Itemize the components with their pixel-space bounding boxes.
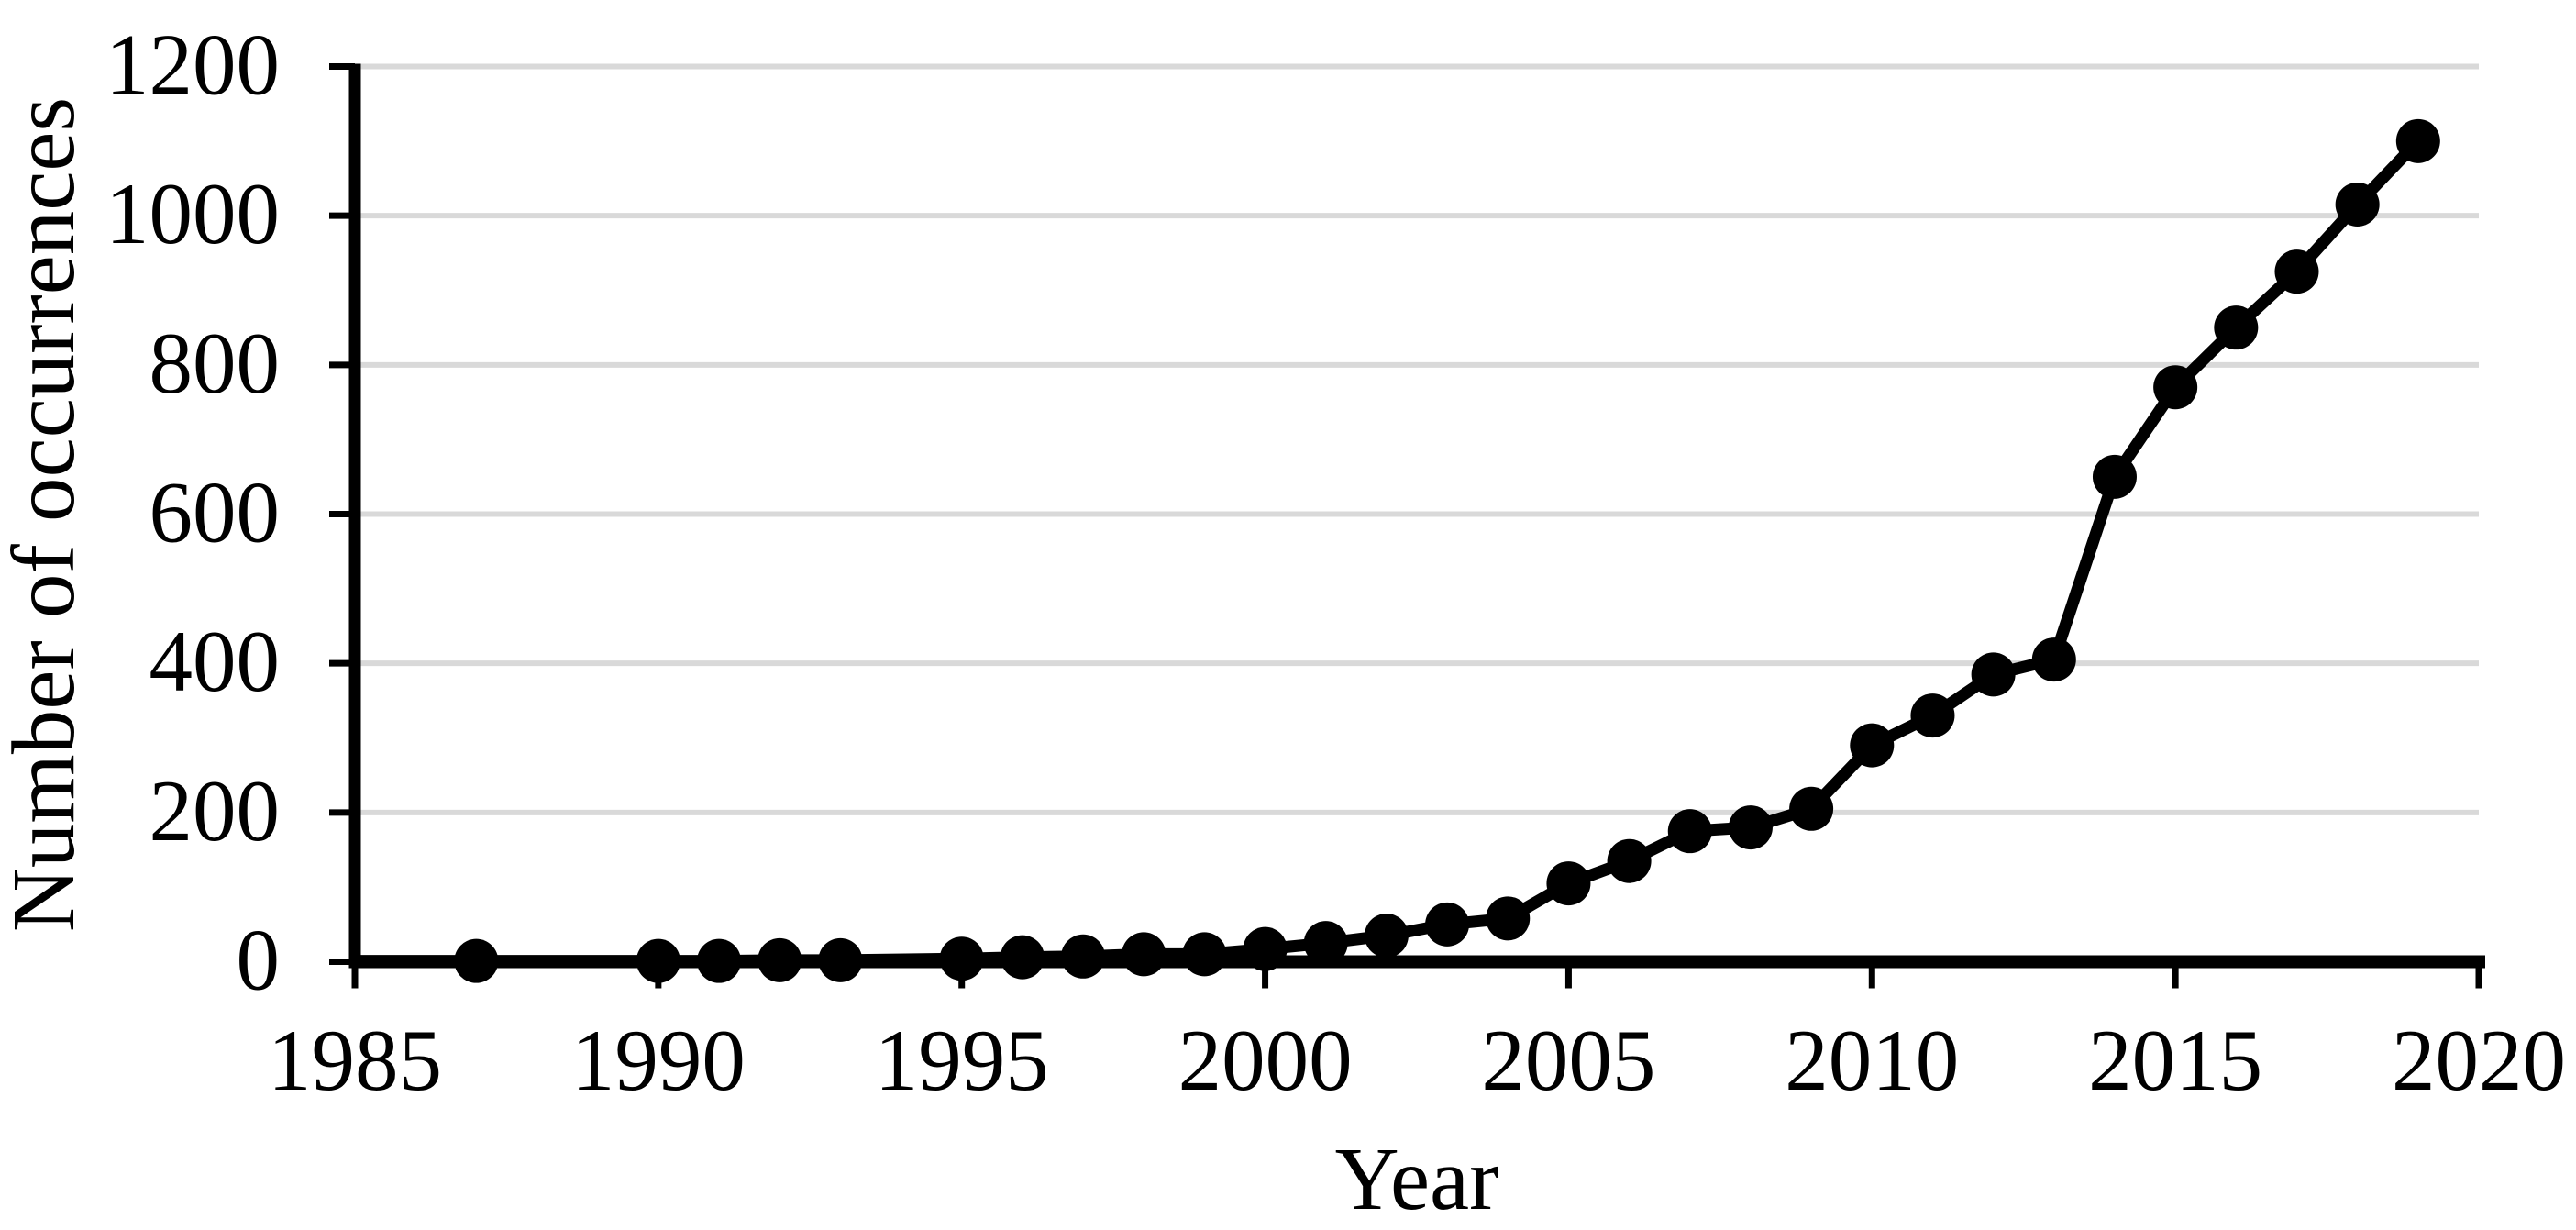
data-point-2008	[1728, 805, 1773, 850]
x-tick-label-1990: 1990	[571, 1012, 746, 1109]
data-point-2010	[1850, 723, 1895, 768]
data-point-2013	[2031, 637, 2076, 682]
data-point-1996	[1000, 935, 1045, 980]
data-point-2001	[1303, 921, 1348, 966]
data-point-2016	[2214, 305, 2259, 350]
y-tick-label-200: 200	[149, 762, 281, 859]
x-tick-label-2015: 2015	[2088, 1012, 2262, 1109]
gridlines-group	[355, 63, 2479, 815]
data-point-1993	[818, 937, 863, 982]
data-point-2015	[2153, 365, 2198, 410]
data-series-group	[355, 118, 2440, 983]
y-tick-label-1200: 1200	[105, 17, 280, 114]
x-tick-label-2010: 2010	[1785, 1012, 1959, 1109]
data-point-1997	[1061, 934, 1106, 979]
x-tick-label-2000: 2000	[1178, 1012, 1353, 1109]
data-point-2014	[2092, 454, 2137, 499]
y-tick-label-800: 800	[149, 315, 281, 412]
axes-group	[329, 63, 2485, 989]
data-point-1999	[1182, 932, 1227, 977]
tick-labels-group: 1985 1990 1995 2000 2005 2010 2015 2020 0 200 400 6…	[105, 17, 2566, 1110]
data-point-2019	[2395, 118, 2440, 163]
data-point-2017	[2274, 249, 2319, 294]
y-tick-label-1000: 1000	[105, 165, 280, 262]
data-point-2018	[2335, 182, 2380, 227]
data-point-2012	[1971, 652, 2016, 697]
data-point-1992	[757, 937, 802, 982]
x-tick-label-1995: 1995	[875, 1012, 1049, 1109]
data-point-1987	[454, 938, 499, 983]
x-tick-label-2020: 2020	[2392, 1012, 2566, 1109]
data-point-2003	[1425, 902, 1470, 947]
y-tick-label-400: 400	[149, 613, 281, 710]
y-axis-title: Number of occurrences	[0, 97, 93, 932]
data-point-2004	[1486, 896, 1531, 941]
data-point-1998	[1122, 932, 1166, 977]
x-tick-label-1985: 1985	[268, 1012, 442, 1109]
data-point-2007	[1667, 809, 1712, 854]
data-point-2002	[1364, 914, 1409, 959]
x-tick-label-2005: 2005	[1481, 1012, 1655, 1109]
y-tick-label-0: 0	[237, 912, 281, 1009]
y-tick-label-600: 600	[149, 464, 281, 561]
data-point-1990	[636, 938, 680, 983]
x-axis-title: Year	[1335, 1130, 1499, 1228]
data-point-1995	[939, 936, 984, 981]
data-point-2006	[1607, 838, 1652, 883]
data-point-2000	[1243, 926, 1288, 971]
data-point-2005	[1546, 861, 1591, 906]
series-line	[355, 137, 2423, 968]
data-point-2011	[1910, 693, 1955, 738]
data-point-2009	[1789, 786, 1834, 831]
data-point-1991	[697, 938, 742, 983]
